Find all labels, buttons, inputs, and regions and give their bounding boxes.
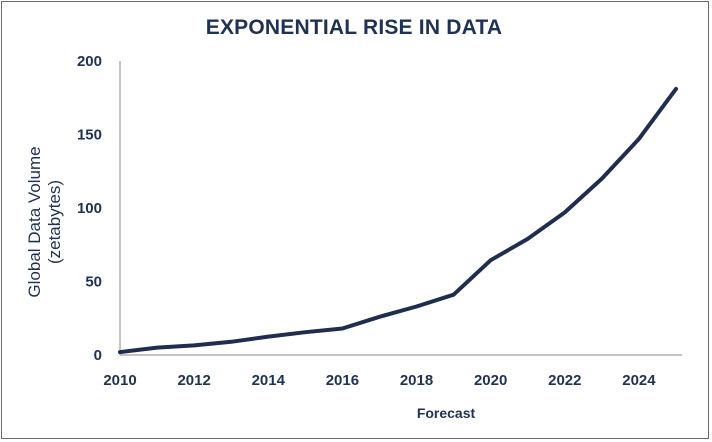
chart-title: EXPONENTIAL RISE IN DATA <box>205 16 503 39</box>
x-tick-label: 2010 <box>103 372 136 389</box>
data-point <box>192 343 196 347</box>
x-tick-label: 2012 <box>177 372 210 389</box>
data-point <box>377 315 381 319</box>
x-tick-label: 2016 <box>326 372 359 389</box>
y-tick-label: 100 <box>77 200 102 217</box>
series-layer <box>118 86 678 355</box>
x-axis-label: Forecast <box>417 405 476 421</box>
data-point <box>303 330 307 334</box>
x-tick-label: 2022 <box>548 372 581 389</box>
data-point <box>563 210 567 214</box>
data-point <box>489 258 493 262</box>
data-point <box>118 350 122 354</box>
y-tick-label: 0 <box>94 347 102 364</box>
x-tick-label: 2014 <box>252 372 286 389</box>
y-tick-label: 200 <box>77 53 102 70</box>
y-axis-label: Global Data Volume (zetabytes) <box>25 146 64 297</box>
data-point <box>155 346 159 350</box>
axes <box>119 61 682 356</box>
x-tick-label: 2018 <box>400 372 433 389</box>
data-point <box>340 327 344 331</box>
y-axis-label-line: (zetabytes) <box>45 180 64 264</box>
y-tick-label: 50 <box>85 274 102 291</box>
data-point <box>452 293 456 297</box>
x-tick-label: 2020 <box>474 372 507 389</box>
data-point <box>266 335 270 339</box>
data-point <box>229 340 233 344</box>
series-line <box>118 86 678 355</box>
y-axis-label-group: Global Data Volume (zetabytes) <box>25 146 64 297</box>
data-point <box>637 137 641 141</box>
y-axis-label-line: Global Data Volume <box>25 146 44 297</box>
data-point <box>415 304 419 308</box>
x-tick-label: 2024 <box>622 372 656 389</box>
tick-labels: 0 50 100 150 200 2010 2012 2014 2016 2018 2020 2022… <box>77 53 656 389</box>
data-point <box>674 87 678 91</box>
y-tick-label: 150 <box>77 127 102 144</box>
data-point <box>600 177 604 181</box>
data-point <box>526 237 530 241</box>
